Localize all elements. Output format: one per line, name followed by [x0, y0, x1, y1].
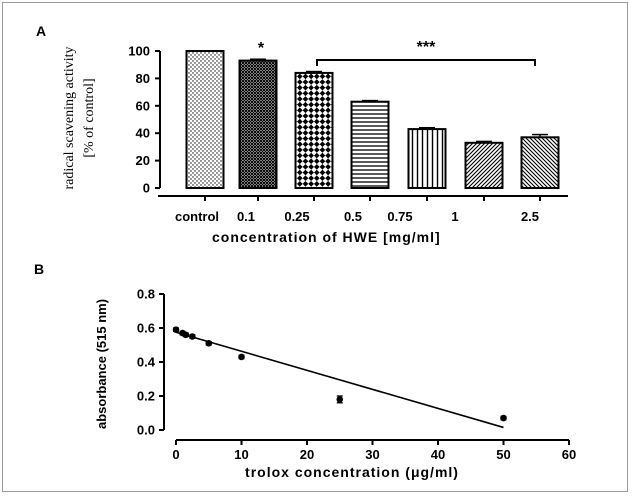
panel-a-letter: A: [36, 23, 46, 39]
significance-marker-single: *: [258, 40, 265, 57]
panel-b-x-tick-label-3: 30: [365, 447, 379, 462]
panel-a-category-label-1: 0.1: [237, 209, 255, 224]
panel-b-y-tick-label-2: 0.4: [137, 355, 156, 370]
panel-a-y-axis-title-line1: radical scavening activity: [62, 46, 77, 189]
panel-b-y-tick-label-4: 0.8: [137, 287, 155, 302]
data-point-2: [182, 331, 190, 339]
panel-a-x-axis-title: concentration of HWE [mg/ml]: [212, 229, 441, 245]
panel-a-y-tick-label-2: 40: [136, 126, 150, 141]
panel-a-bar-chart: A 0 20 40 60 80 100 control 0.1 0.25 0.5 0.75 1 2.5 co…: [36, 23, 568, 245]
panel-b-x-tick-label-4: 40: [431, 447, 445, 462]
significance-bracket: [316, 59, 536, 66]
data-point-0: [172, 326, 180, 334]
panel-a-category-label-2: 0.25: [284, 209, 309, 224]
bar-0_25: [294, 71, 334, 189]
panel-a-category-label-0: control: [175, 209, 219, 224]
panel-b-y-tick-label-1: 0.2: [137, 389, 155, 404]
bar-0_75: [407, 128, 447, 189]
bar-0_1: [238, 59, 278, 190]
panel-a-category-label-4: 0.75: [387, 209, 412, 224]
panel-b-y-tick-label-3: 0.6: [137, 321, 155, 336]
panel-a-y-tick-label-0: 0: [143, 181, 150, 196]
panel-b-x-tick-label-5: 50: [496, 447, 510, 462]
bar-1: [464, 141, 504, 189]
data-point-3: [189, 333, 196, 340]
panel-a-y-tick-label-1: 20: [136, 153, 150, 168]
data-point-5: [238, 353, 245, 361]
panel-a-category-label-6: 2.5: [521, 209, 539, 224]
panel-a-category-label-5: 1: [451, 209, 458, 224]
panel-b-letter: B: [34, 261, 44, 277]
panel-b-x-axis-title: trolox concentration (μg/ml): [245, 464, 459, 480]
bar-0_5: [350, 100, 390, 189]
data-point-4: [205, 340, 213, 347]
panel-b-y-axis-title: absorbance (515 nm): [94, 299, 109, 429]
panel-a-y-tick-label-5: 100: [128, 44, 150, 59]
panel-b-y-tick-label-0: 0.0: [137, 423, 155, 438]
data-point-6: [336, 396, 344, 403]
panel-b-scatter-chart: B 0.0 0.2 0.4 0.6 0.8 0 10 20 30 40 50 60 absorbance …: [34, 261, 576, 480]
panel-b-x-tick-label-0: 0: [172, 447, 179, 462]
panel-a-y-tick-label-4: 80: [136, 71, 150, 86]
regression-line: [175, 331, 504, 429]
data-point-7: [500, 414, 507, 422]
significance-marker-triple: ***: [417, 39, 436, 56]
panel-b-x-tick-label-6: 60: [562, 447, 576, 462]
figure-frame: [2, 2, 628, 492]
bar-2_5: [520, 136, 560, 189]
bar-control: [185, 50, 225, 189]
panel-a-y-axis-title-line2: [% of control]: [82, 78, 97, 157]
panel-a-y-tick-label-3: 60: [136, 98, 150, 113]
panel-b-x-tick-label-1: 10: [234, 447, 248, 462]
panel-a-category-label-3: 0.5: [344, 209, 362, 224]
panel-b-x-tick-label-2: 20: [300, 447, 314, 462]
